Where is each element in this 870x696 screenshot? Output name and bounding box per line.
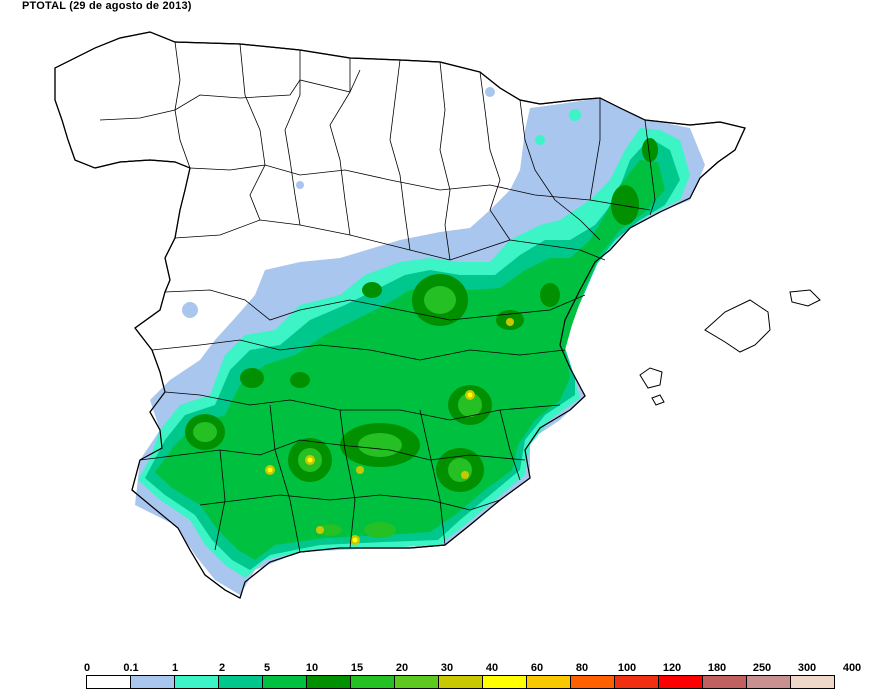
legend-tick-17: 400	[842, 662, 862, 674]
coastline	[54, 31, 746, 599]
legend-swatch-1	[130, 675, 175, 689]
legend-tick-6: 15	[350, 662, 364, 674]
legend-tick-16: 300	[797, 662, 817, 674]
legend-tick-9: 40	[485, 662, 499, 674]
legend-tick-12: 100	[617, 662, 637, 674]
legend-swatch-13	[658, 675, 703, 689]
legend-swatch-10	[526, 675, 571, 689]
precip-5-10	[155, 160, 665, 560]
legend-swatch-14	[702, 675, 747, 689]
legend-tick-14: 180	[707, 662, 727, 674]
legend-tick-11: 80	[575, 662, 589, 674]
legend-tick-10: 60	[530, 662, 544, 674]
legend-tick-1: 0.1	[123, 662, 139, 674]
legend-swatch-8	[438, 675, 483, 689]
precip-15-20	[193, 286, 482, 538]
legend-swatch-15	[746, 675, 791, 689]
legend-swatch-5	[306, 675, 351, 689]
legend-swatch-7	[394, 675, 439, 689]
precip-40-60	[267, 392, 473, 543]
legend-swatch-4	[262, 675, 307, 689]
legend-tick-5: 10	[305, 662, 319, 674]
legend-swatch-0	[86, 675, 131, 689]
legend-tick-4: 5	[263, 662, 271, 674]
province-borders	[99, 41, 656, 553]
legend-tick-15: 250	[752, 662, 772, 674]
precipitation-map	[54, 31, 821, 599]
legend-color-bar	[86, 675, 835, 689]
balearic-islands	[639, 289, 821, 406]
legend-tick-2: 1	[171, 662, 179, 674]
legend-tick-3: 2	[218, 662, 226, 674]
legend-swatch-16	[790, 675, 835, 689]
legend-tick-8: 30	[440, 662, 454, 674]
legend-swatch-12	[614, 675, 659, 689]
map-title: PTOTAL (29 de agosto de 2013)	[22, 0, 192, 12]
legend-tick-13: 120	[662, 662, 682, 674]
legend-tick-7: 20	[395, 662, 409, 674]
legend-swatch-11	[570, 675, 615, 689]
legend-swatch-2	[174, 675, 219, 689]
legend-swatch-6	[350, 675, 395, 689]
legend-tick-0: 0	[83, 662, 91, 674]
legend-swatch-9	[482, 675, 527, 689]
legend-swatch-3	[218, 675, 263, 689]
